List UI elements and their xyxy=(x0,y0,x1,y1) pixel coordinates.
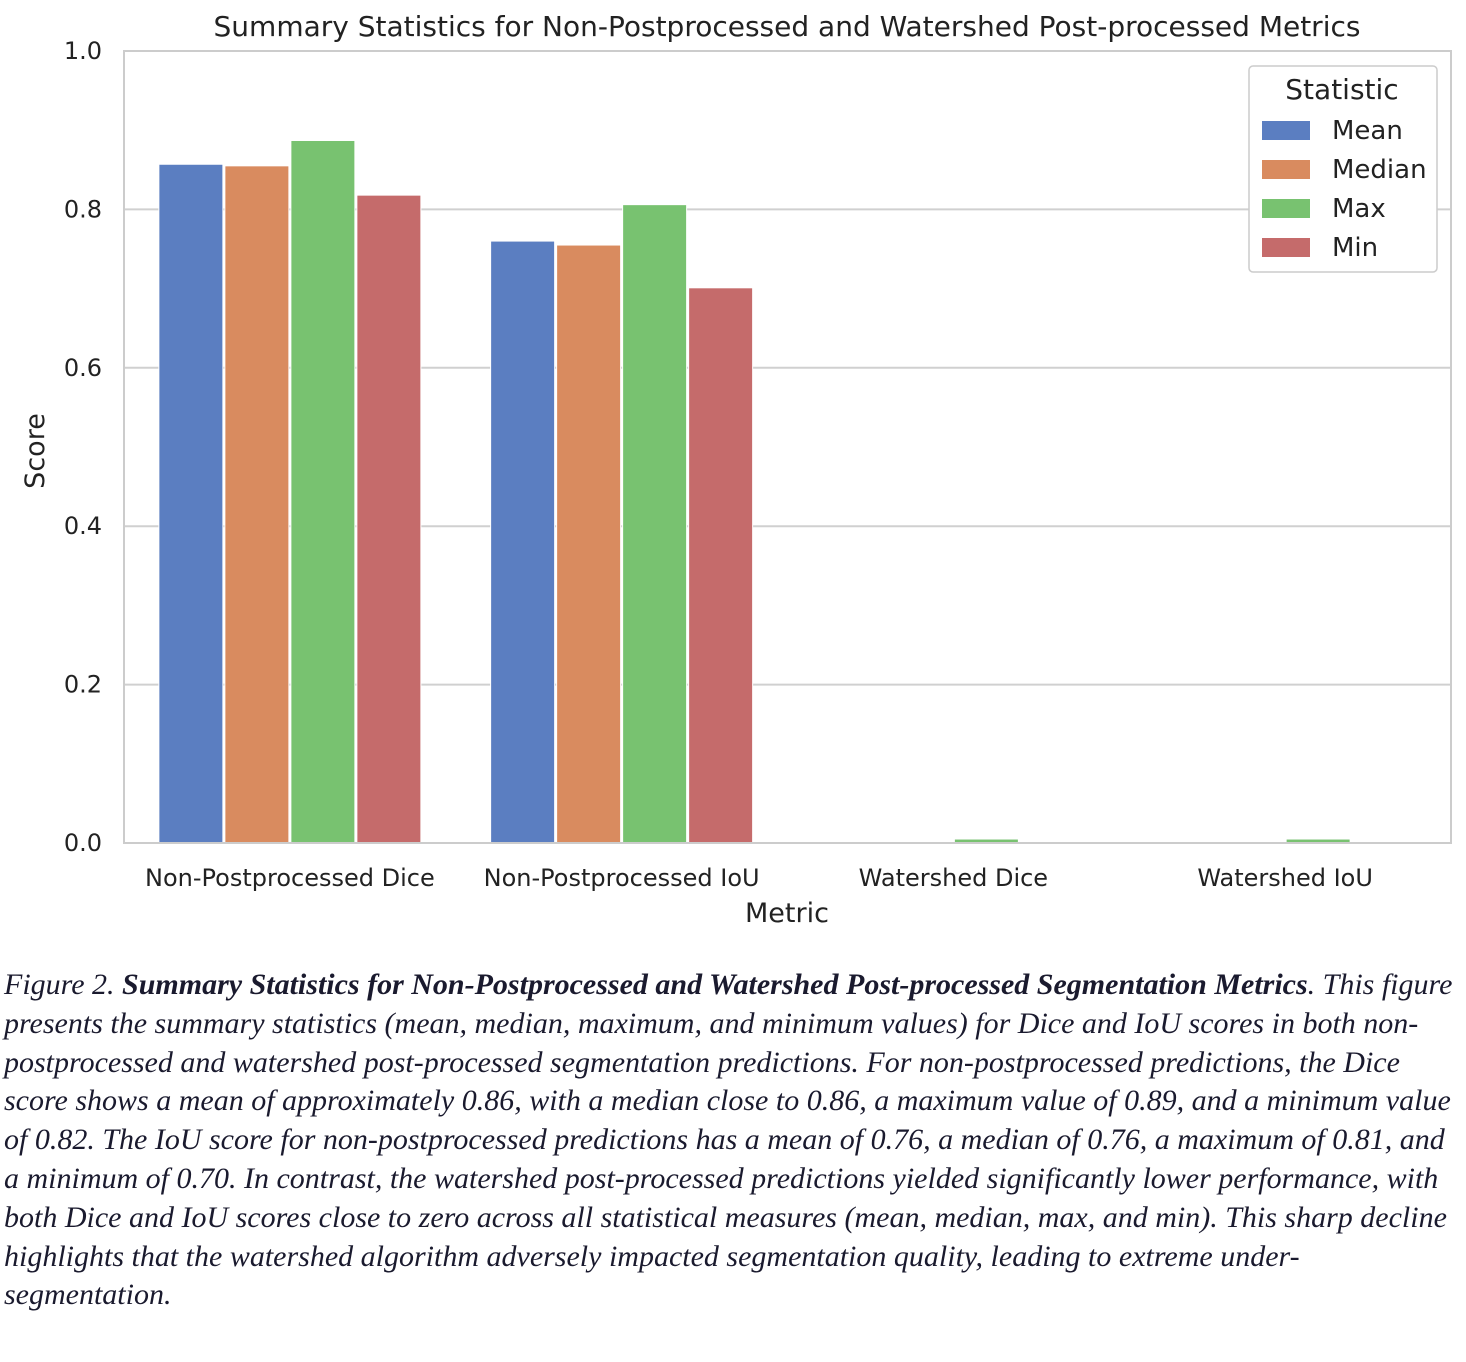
bar-mean-0 xyxy=(158,163,224,844)
figure-caption: Figure 2. Summary Statistics for Non-Pos… xyxy=(4,966,1466,1315)
chart-title: Summary Statistics for Non-Postprocessed… xyxy=(214,10,1361,43)
x-tick-label: Watershed Dice xyxy=(859,864,1048,892)
y-axis-label: Score xyxy=(20,413,51,489)
bar-median-1 xyxy=(556,244,622,844)
y-tick-label: 0.2 xyxy=(64,671,102,699)
legend-label-median: Median xyxy=(1332,155,1427,185)
legend-box xyxy=(1248,65,1438,273)
bars xyxy=(158,139,1351,844)
bar-chart: 0.0 0.2 0.4 0.6 0.8 1.0 Non-Postprocessed Dic… xyxy=(20,10,1452,929)
legend-swatch-mean xyxy=(1262,121,1310,140)
caption-bold-title: Summary Statistics for Non-Postprocessed… xyxy=(122,968,1308,1001)
legend: Statistic Mean Median Max Min xyxy=(1248,65,1438,273)
y-tick-label: 1.0 xyxy=(64,37,102,65)
bar-max-0 xyxy=(290,139,356,844)
caption-body: . This figure presents the summary stati… xyxy=(4,968,1453,1312)
bar-max-1 xyxy=(622,204,688,844)
y-tick-label: 0.6 xyxy=(64,354,102,382)
x-tick-label: Watershed IoU xyxy=(1197,864,1373,892)
legend-swatch-median xyxy=(1262,160,1310,179)
y-tick-label: 0.8 xyxy=(64,195,102,223)
y-tick-label: 0.0 xyxy=(64,829,102,857)
legend-items: Mean Median Max Min xyxy=(1262,116,1427,263)
bar-min-0 xyxy=(356,194,422,844)
x-tick-label: Non-Postprocessed Dice xyxy=(145,864,435,892)
x-tick-labels: Non-Postprocessed Dice Non-Postprocessed … xyxy=(145,864,1373,892)
plot-frame xyxy=(123,50,1452,844)
bar-mean-1 xyxy=(490,240,556,844)
legend-label-max: Max xyxy=(1332,194,1386,224)
x-axis-label: Metric xyxy=(745,898,829,929)
bar-median-0 xyxy=(224,165,290,844)
legend-label-mean: Mean xyxy=(1332,116,1403,146)
x-tick-label: Non-Postprocessed IoU xyxy=(484,864,760,892)
y-tick-label: 0.4 xyxy=(64,512,102,540)
bar-min-1 xyxy=(688,287,754,844)
y-tick-labels: 0.0 0.2 0.4 0.6 0.8 1.0 xyxy=(64,37,102,857)
legend-label-min: Min xyxy=(1332,233,1378,263)
legend-title: Statistic xyxy=(1285,73,1398,106)
legend-swatch-min xyxy=(1262,238,1310,257)
legend-swatch-max xyxy=(1262,199,1310,218)
caption-figure-label: Figure 2. xyxy=(4,968,123,1001)
